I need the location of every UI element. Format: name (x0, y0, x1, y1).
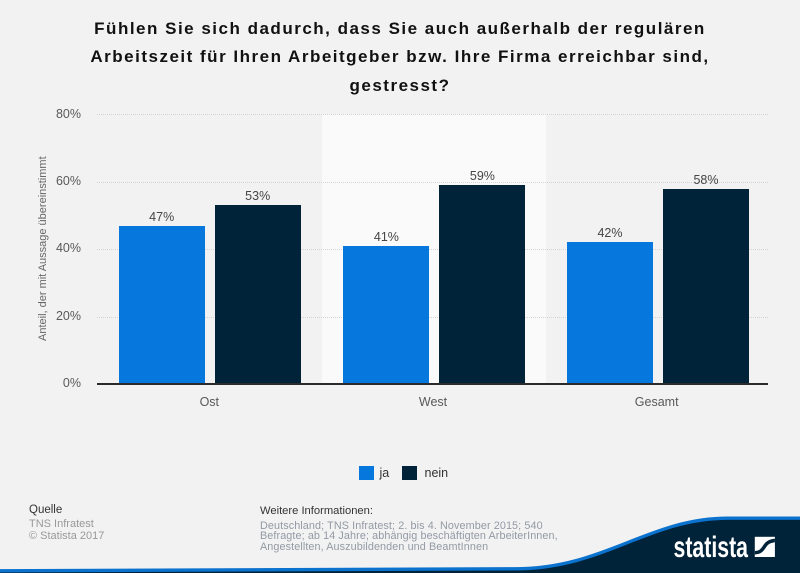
svg-text:statista: statista (674, 531, 749, 564)
